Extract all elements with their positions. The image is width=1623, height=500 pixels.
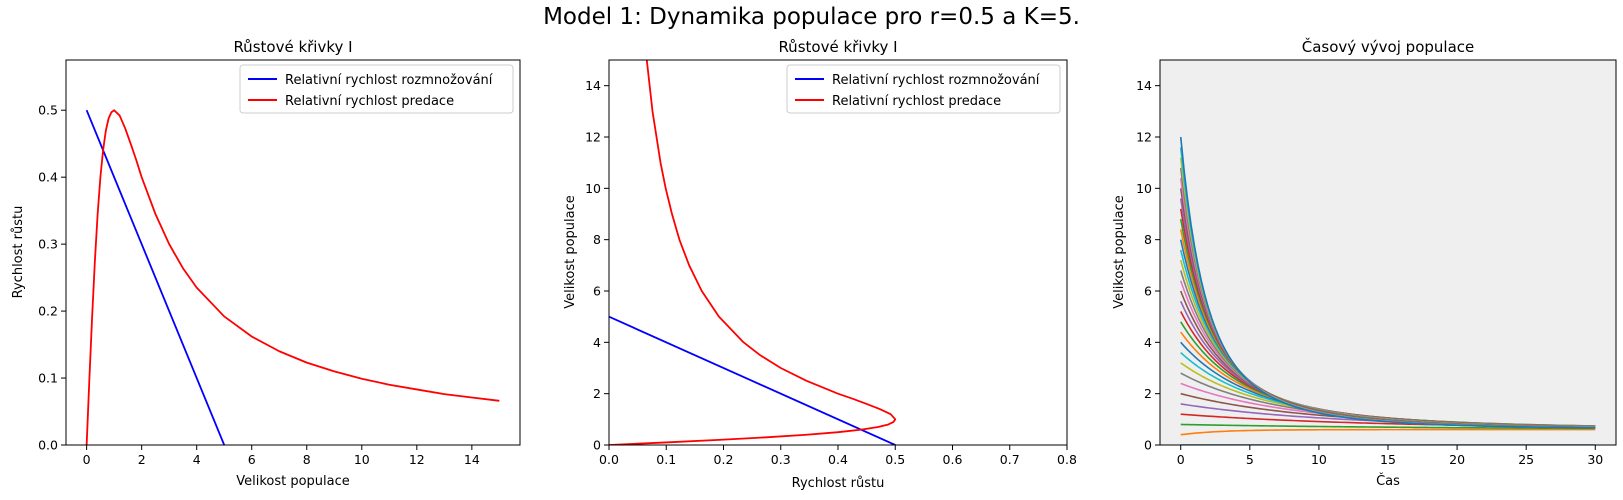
panel-1-ytick-label: 0.5	[38, 103, 58, 118]
panel-2-xtick-label: 0.0	[599, 452, 619, 467]
panel-1-ytick-label: 0.2	[38, 304, 58, 319]
panel-1-frame	[65, 59, 521, 446]
panel-1-legend-label-2: Relativní rychlost predace	[285, 94, 454, 109]
panel-1-xtick-label: 12	[409, 452, 425, 467]
panel-3-xtick-label: 10	[1311, 452, 1327, 467]
panel-1-xtick-label: 2	[138, 452, 146, 467]
panel-3-trajectory-3	[1180, 423, 1596, 430]
panel-2-ytick-label: 14	[585, 78, 601, 93]
panel-1-xtick-label: 0	[83, 452, 91, 467]
panel-2-ytick-label: 6	[593, 284, 601, 299]
panel-1-plot-area	[66, 60, 520, 445]
panel-3-trajectory-31	[1179, 136, 1596, 429]
panel-1-xtick-label: 4	[193, 452, 201, 467]
panel-1-ytick-label: 0.1	[38, 371, 58, 386]
panel-2-series-2-line	[609, 60, 897, 445]
panel-3-xtick-label: 25	[1518, 452, 1534, 467]
panel-2-xtick-label: 0.1	[656, 452, 676, 467]
panel-2-series-1-line	[609, 315, 896, 445]
panel-1-legend: Relativní rychlost rozmnožování Relativn…	[239, 64, 514, 114]
panel-2-frame	[608, 59, 1068, 446]
panel-2-plot-area	[609, 60, 1067, 445]
plot-panel-3: 0 5 10 15 20 25 30 0 2 4 6 8 10 12 14 Časový vývoj pop…	[1112, 37, 1617, 489]
panel-3-ticks: 0 5 10 15 20 25 30 0 2 4 6 8 10 12 14	[1136, 78, 1603, 467]
panel-2-series-layer	[609, 60, 897, 445]
figure-title: Model 1: Dynamika populace pro r=0.5 a K…	[543, 4, 1080, 30]
panel-2-legend-box	[786, 64, 1061, 114]
panel-2-ytick-label: 8	[593, 232, 601, 247]
panel-2-legend-label-1: Relativní rychlost rozmnožování	[832, 73, 1040, 88]
panel-3-ytick-label: 2	[1144, 386, 1152, 401]
panel-3-xtick-label: 30	[1587, 452, 1603, 467]
panel-1-ylabel: Rychlost růstu	[11, 206, 26, 299]
panel-1-xtick-label: 6	[248, 452, 256, 467]
panel-3-frame	[1159, 59, 1617, 446]
panel-2-xtick-label: 0.7	[1000, 452, 1020, 467]
panel-2-xtick-label: 0.5	[885, 452, 905, 467]
panel-3-xtick-label: 15	[1380, 452, 1396, 467]
panel-1-series-1-line	[85, 109, 226, 445]
panel-3-ytick-label: 10	[1136, 181, 1152, 196]
panel-2-xtick-label: 0.2	[714, 452, 734, 467]
panel-1-xlabel: Velikost populace	[236, 474, 350, 489]
panel-3-xtick-label: 20	[1449, 452, 1465, 467]
panel-3-trajectory-2	[1180, 428, 1596, 436]
panel-2-xlabel: Rychlost růstu	[792, 476, 885, 491]
panel-1-xtick-label: 10	[354, 452, 370, 467]
panel-1-ytick-label: 0.3	[38, 237, 58, 252]
panel-1-legend-label-1: Relativní rychlost rozmnožování	[285, 73, 493, 88]
plot-panel-2: 0.0 0.1 0.2 0.3 0.4 0.5 0.6 0.7 0.8 0 2 4 6 8 10 12 14 R…	[563, 38, 1077, 491]
panel-1-xtick-label: 14	[464, 452, 480, 467]
panel-2-ytick-label: 4	[593, 335, 601, 350]
panel-2-ytick-label: 0	[593, 438, 601, 453]
panel-2-xtick-label: 0.4	[828, 452, 848, 467]
panel-1-series-layer	[85, 109, 500, 445]
panel-2-xtick-label: 0.6	[943, 452, 963, 467]
panel-1-xtick-label: 8	[303, 452, 311, 467]
panel-2-legend: Relativní rychlost rozmnožování Relativn…	[786, 64, 1061, 114]
panel-2-title: Růstové křivky I	[778, 38, 897, 56]
panel-1-ytick-label: 0.4	[38, 170, 58, 185]
panel-1-ytick-label: 0.0	[38, 438, 58, 453]
panel-3-xlabel: Čas	[1376, 473, 1400, 489]
panel-3-ytick-label: 12	[1136, 130, 1152, 145]
panel-1-ticks: 0 2 4 6 8 10 12 14 0.0 0.1 0.2 0.3 0.4 0.5	[38, 103, 480, 467]
panel-3-ytick-label: 0	[1144, 438, 1152, 453]
panel-2-xtick-label: 0.3	[771, 452, 791, 467]
panel-2-ylabel: Velikost populace	[563, 195, 578, 309]
panel-3-series-layer	[1179, 136, 1596, 445]
panel-2-ytick-label: 12	[585, 130, 601, 145]
panel-2-ticks: 0.0 0.1 0.2 0.3 0.4 0.5 0.6 0.7 0.8 0 2 4 6 8 10 12 14	[585, 78, 1077, 467]
panel-2-ytick-label: 10	[585, 181, 601, 196]
panel-2-ytick-label: 2	[593, 386, 601, 401]
panel-3-ytick-label: 14	[1136, 78, 1152, 93]
panel-2-legend-label-2: Relativní rychlost predace	[832, 94, 1001, 109]
panel-3-ytick-label: 8	[1144, 232, 1152, 247]
panel-3-title: Časový vývoj populace	[1302, 37, 1475, 56]
panel-1-series-2-line	[85, 109, 500, 445]
panel-1-title: Růstové křivky I	[233, 38, 352, 56]
panel-3-ylabel: Velikost populace	[1112, 195, 1127, 309]
panel-3-xtick-label: 5	[1246, 452, 1254, 467]
panel-3-plot-area	[1160, 60, 1616, 445]
panel-1-legend-box	[239, 64, 514, 114]
panel-2-xtick-label: 0.8	[1057, 452, 1077, 467]
plot-panel-1: 0 2 4 6 8 10 12 14 0.0 0.1 0.2 0.3 0.4 0.5 Růstové kř…	[11, 38, 521, 489]
panel-3-xtick-label: 0	[1177, 452, 1185, 467]
panel-3-ytick-label: 4	[1144, 335, 1152, 350]
panel-3-ytick-label: 6	[1144, 284, 1152, 299]
